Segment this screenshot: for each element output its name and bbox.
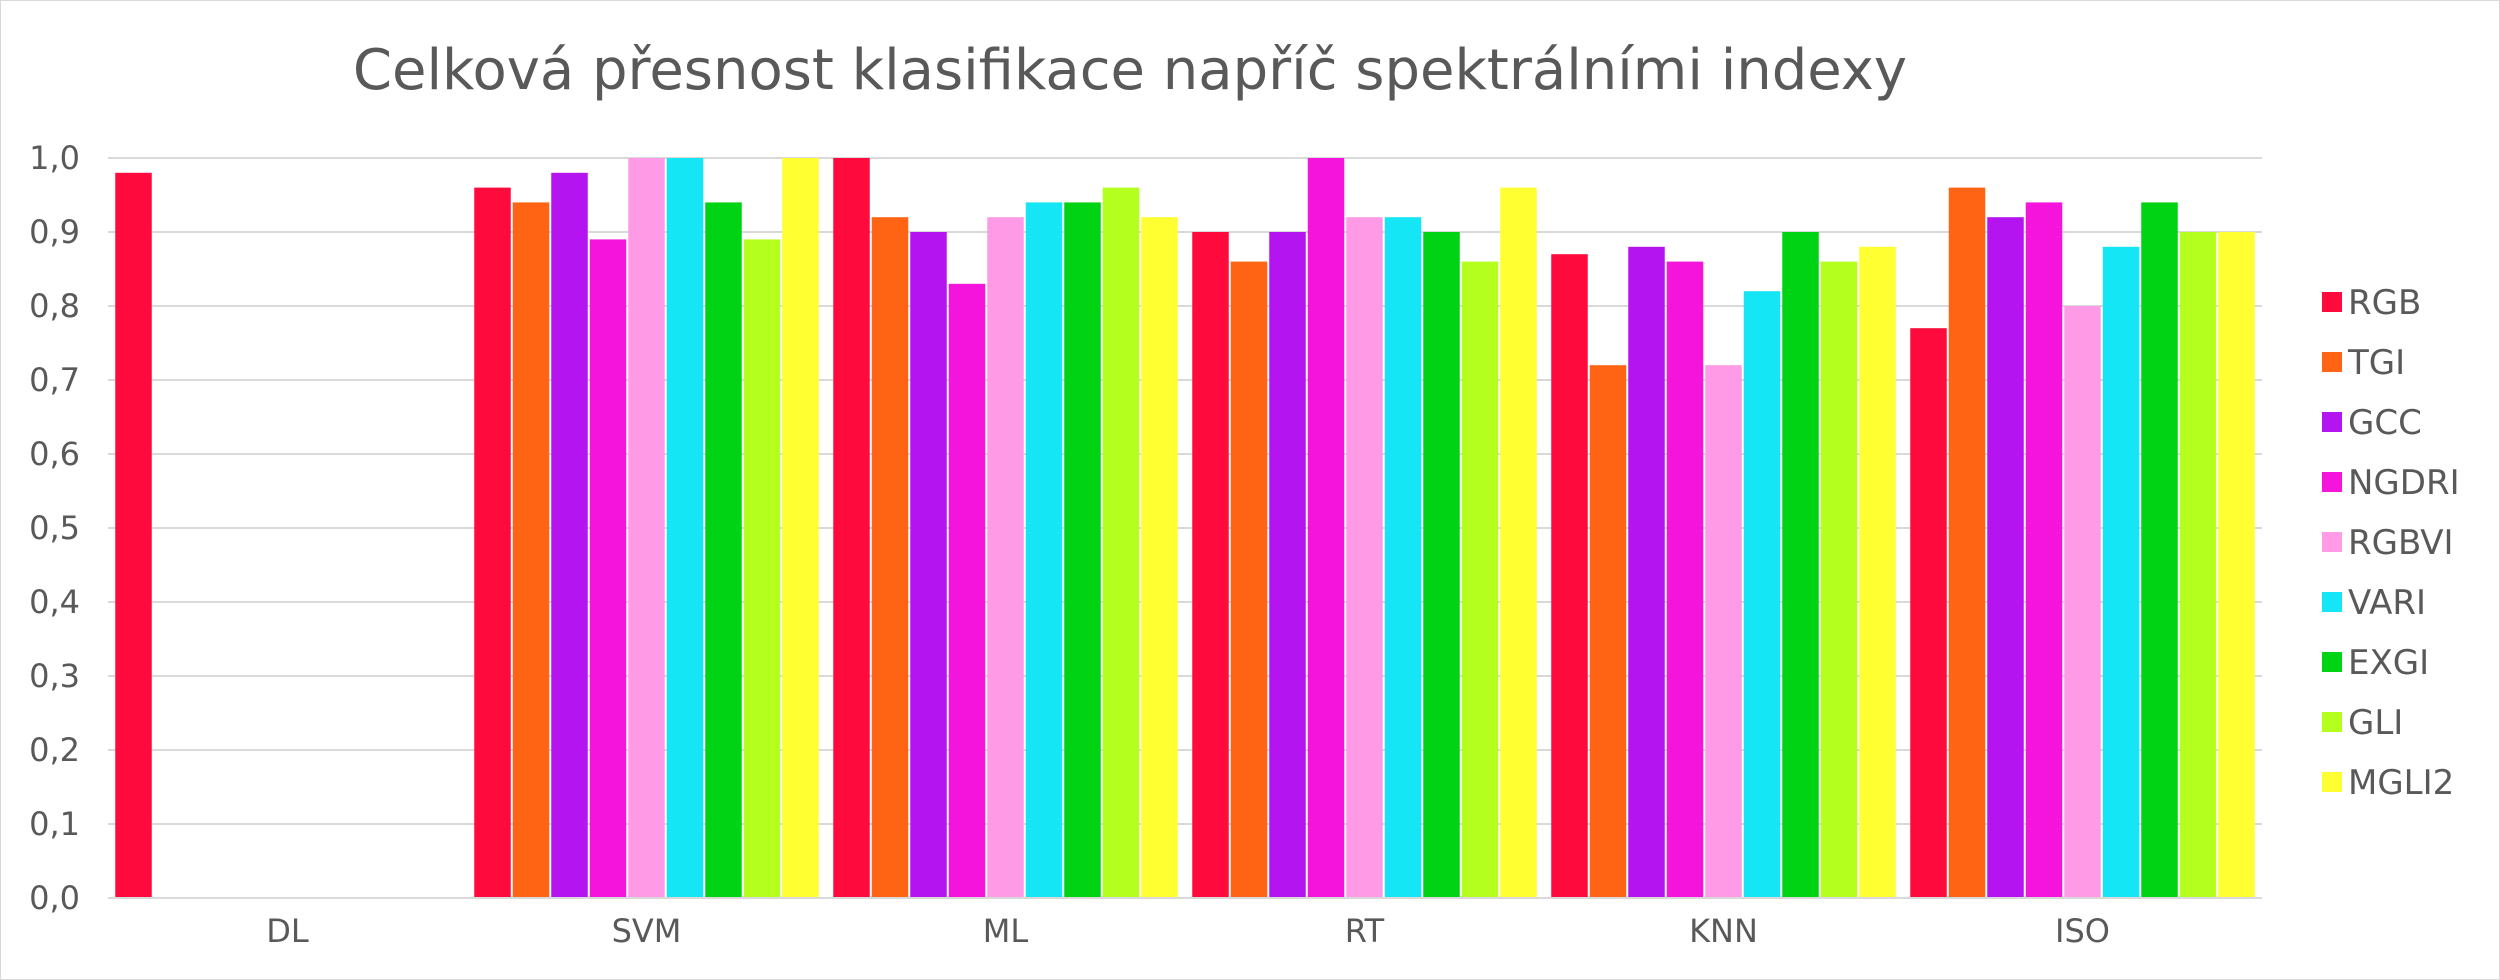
bar-vari-rt xyxy=(1384,217,1422,898)
bar-exgi-svm xyxy=(705,202,742,898)
legend-label-rgb: RGB xyxy=(2348,283,2421,323)
bar-exgi-iso xyxy=(2141,202,2178,898)
legend-swatch-tgi xyxy=(2322,352,2342,372)
y-tick-label: 0,9 xyxy=(29,213,80,251)
bar-mgli2-rt xyxy=(1500,187,1537,899)
bar-mgli2-knn xyxy=(1859,246,1896,899)
legend-swatch-rgbvi xyxy=(2322,532,2342,552)
bar-ngdri-knn xyxy=(1666,261,1704,899)
y-tick-label: 0,7 xyxy=(29,361,80,399)
bar-mgli2-svm xyxy=(782,158,819,898)
bar-rgbvi-knn xyxy=(1705,365,1742,898)
bar-gcc-svm xyxy=(551,172,588,899)
legend-swatch-ngdri xyxy=(2322,472,2342,492)
bar-gcc-ml xyxy=(910,232,947,898)
legend-label-gli: GLI xyxy=(2348,703,2403,743)
y-tick-label: 0,1 xyxy=(29,805,80,843)
bar-gli-knn xyxy=(1820,261,1858,899)
y-tick-label: 0,4 xyxy=(29,583,80,621)
y-tick-label: 1,0 xyxy=(29,139,80,177)
bar-rgbvi-rt xyxy=(1346,217,1383,898)
bar-exgi-ml xyxy=(1064,202,1101,898)
bar-tgi-iso xyxy=(1948,187,1986,899)
bar-tgi-rt xyxy=(1230,261,1268,899)
bar-exgi-knn xyxy=(1782,232,1819,898)
bar-ngdri-rt xyxy=(1307,158,1345,898)
bar-rgb-rt xyxy=(1192,232,1229,898)
bar-rgb-knn xyxy=(1551,254,1588,898)
bar-gcc-iso xyxy=(1987,217,2024,898)
bar-gli-rt xyxy=(1461,261,1499,899)
legend-label-gcc: GCC xyxy=(2348,403,2422,443)
bar-gli-svm xyxy=(743,239,781,898)
bar-vari-ml xyxy=(1025,202,1063,898)
bar-gcc-knn xyxy=(1628,246,1665,899)
x-category-label: RT xyxy=(1345,912,1385,950)
bar-rgb-ml xyxy=(833,158,870,898)
legend-label-exgi: EXGI xyxy=(2348,643,2429,683)
bar-gli-ml xyxy=(1102,187,1140,899)
legend-swatch-exgi xyxy=(2322,652,2342,672)
y-tick-label: 0,8 xyxy=(29,287,80,325)
bar-gcc-rt xyxy=(1269,232,1306,898)
y-tick-label: 0,6 xyxy=(29,435,80,473)
bar-tgi-knn xyxy=(1589,365,1627,898)
legend-label-tgi: TGI xyxy=(2347,343,2405,383)
x-category-label: DL xyxy=(266,912,309,950)
legend-swatch-mgli2 xyxy=(2322,772,2342,792)
bar-rgbvi-ml xyxy=(987,217,1024,898)
bar-mgli2-ml xyxy=(1141,217,1178,898)
bar-vari-iso xyxy=(2102,246,2140,899)
bar-rgb-svm xyxy=(474,187,511,899)
x-category-label: SVM xyxy=(612,912,682,950)
x-category-label: KNN xyxy=(1689,912,1758,950)
bar-ngdri-iso xyxy=(2025,202,2063,898)
bar-gli-iso xyxy=(2179,232,2217,898)
y-tick-label: 0,3 xyxy=(29,657,80,695)
x-category-label: ML xyxy=(983,912,1029,950)
x-category-label: ISO xyxy=(2055,912,2110,950)
bar-vari-knn xyxy=(1743,291,1781,898)
legend-swatch-gli xyxy=(2322,712,2342,732)
y-tick-label: 0,5 xyxy=(29,509,80,547)
legend-swatch-gcc xyxy=(2322,412,2342,432)
legend-label-rgbvi: RGBVI xyxy=(2348,523,2454,563)
bar-mgli2-iso xyxy=(2218,232,2255,898)
bar-ngdri-svm xyxy=(589,239,627,898)
legend-label-mgli2: MGLI2 xyxy=(2348,763,2454,803)
bar-ngdri-ml xyxy=(948,283,986,898)
y-tick-label: 0,0 xyxy=(29,879,80,917)
bar-tgi-svm xyxy=(512,202,550,898)
legend-swatch-vari xyxy=(2322,592,2342,612)
bar-rgb-iso xyxy=(1910,328,1947,898)
bar-exgi-rt xyxy=(1423,232,1460,898)
bar-rgbvi-svm xyxy=(628,158,665,898)
legend-label-ngdri: NGDRI xyxy=(2348,463,2460,503)
y-tick-label: 0,2 xyxy=(29,731,80,769)
legend-swatch-rgb xyxy=(2322,292,2342,312)
bar-tgi-ml xyxy=(871,217,909,898)
legend-label-vari: VARI xyxy=(2348,583,2426,623)
bar-rgbvi-iso xyxy=(2064,306,2101,898)
bar-vari-svm xyxy=(666,158,704,898)
chart-title: Celková přesnost klasifikace napříč spek… xyxy=(352,38,1908,103)
bar-rgb-dl xyxy=(115,172,152,899)
